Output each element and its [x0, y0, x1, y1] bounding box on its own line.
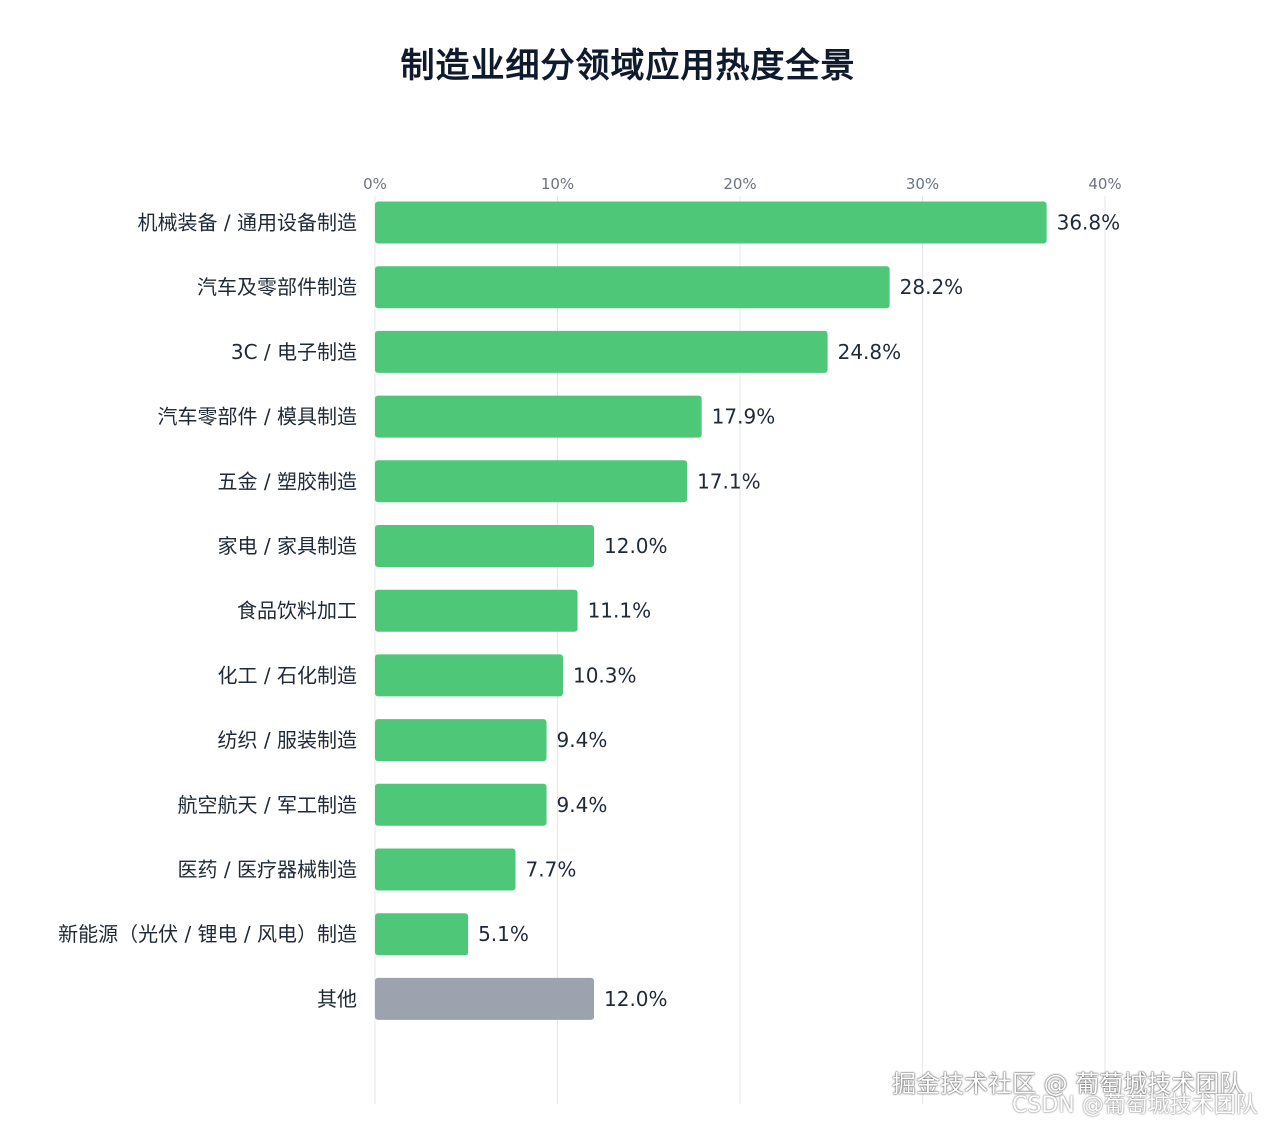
- value-label: 36.8%: [1057, 211, 1121, 235]
- category-label: 医药 / 医疗器械制造: [178, 858, 357, 882]
- value-label: 17.1%: [697, 469, 761, 493]
- bar: [375, 977, 594, 1020]
- value-label: 11.1%: [588, 599, 652, 623]
- value-labels: 36.8% 28.2% 24.8% 17.9% 17.1% 12.0% 11.1% 10.3%…: [478, 211, 1120, 1011]
- category-label: 新能源（光伏 / 锂电 / 风电）制造: [58, 922, 357, 946]
- category-label: 汽车零部件 / 模具制造: [158, 405, 357, 429]
- category-label: 3C / 电子制造: [231, 340, 357, 364]
- bar: [375, 719, 547, 762]
- value-label: 12.0%: [604, 987, 668, 1011]
- x-tick-label: 30%: [906, 175, 939, 193]
- category-label: 五金 / 塑胶制造: [218, 469, 357, 493]
- bar: [375, 460, 688, 503]
- bars: [375, 201, 1047, 1020]
- category-label: 航空航天 / 军工制造: [178, 793, 357, 817]
- category-label: 化工 / 石化制造: [218, 663, 357, 687]
- bar: [375, 848, 516, 891]
- bar: [375, 266, 890, 309]
- x-tick-label: 20%: [723, 175, 756, 193]
- value-label: 9.4%: [557, 793, 608, 817]
- x-tick-label: 0%: [363, 175, 387, 193]
- category-label: 纺织 / 服装制造: [218, 728, 357, 752]
- bar: [375, 525, 594, 567]
- bar: [375, 783, 547, 826]
- bar: [375, 913, 469, 956]
- category-label: 家电 / 家具制造: [218, 534, 357, 558]
- x-axis-ticks: 0% 10% 20% 30% 40%: [363, 175, 1122, 193]
- x-tick-label: 10%: [541, 175, 574, 193]
- category-label: 机械装备 / 通用设备制造: [138, 211, 357, 235]
- value-label: 28.2%: [900, 275, 964, 299]
- bar: [375, 654, 563, 697]
- bar: [375, 201, 1047, 244]
- category-label: 汽车及零部件制造: [197, 275, 357, 299]
- category-label: 食品饮料加工: [237, 599, 357, 623]
- chart-title: 制造业细分领域应用热度全景: [400, 46, 856, 86]
- x-tick-label: 40%: [1088, 175, 1121, 193]
- value-label: 17.9%: [712, 405, 776, 429]
- bar: [375, 395, 702, 438]
- value-label: 9.4%: [557, 728, 608, 752]
- watermark-juejin: 掘金技术社区 @ 葡萄城技术团队: [892, 1070, 1244, 1098]
- watermark-csdn: CSDN @葡萄城技术团队: [1012, 1093, 1258, 1118]
- value-label: 12.0%: [604, 534, 668, 558]
- value-label: 10.3%: [573, 663, 637, 687]
- bar: [375, 330, 828, 373]
- category-label: 其他: [317, 987, 357, 1011]
- value-label: 5.1%: [478, 922, 529, 946]
- bar: [375, 589, 578, 632]
- value-label: 24.8%: [838, 340, 902, 364]
- value-label: 7.7%: [526, 858, 577, 882]
